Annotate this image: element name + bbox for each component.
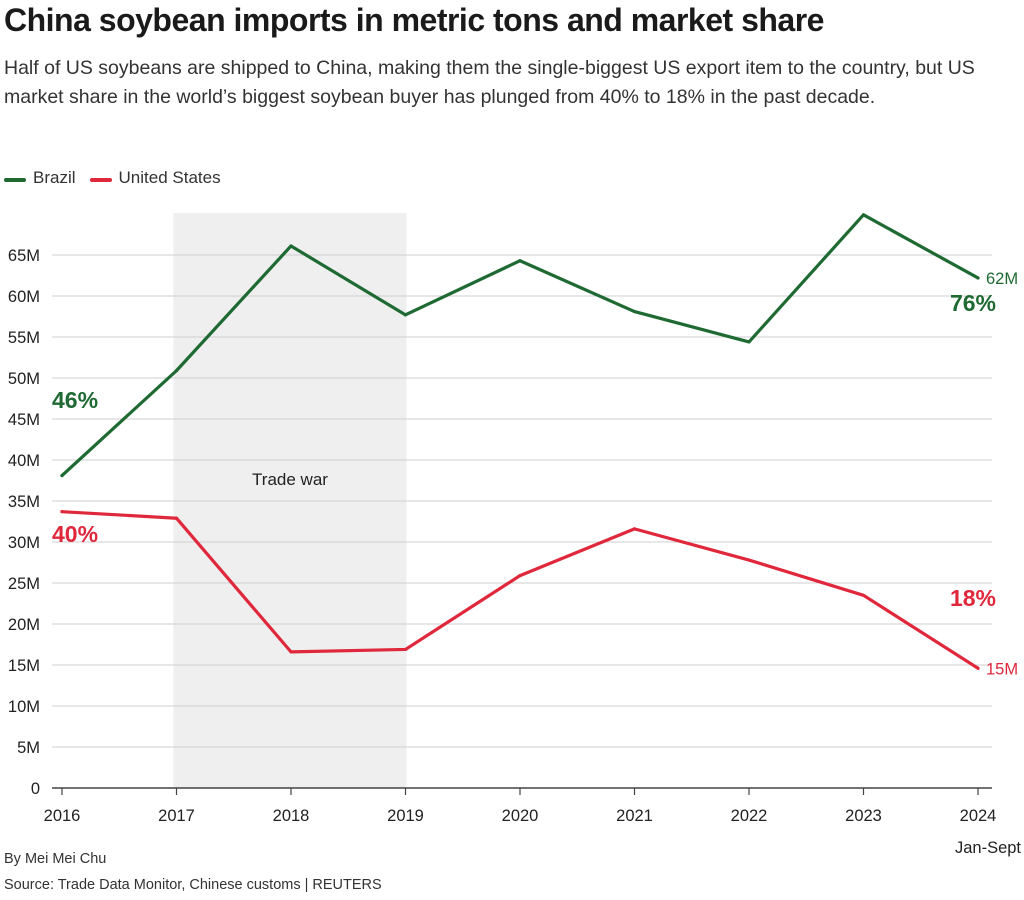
y-tick-label: 15M	[8, 657, 40, 675]
gridlines	[52, 254, 992, 748]
data-point-united-states	[60, 510, 64, 514]
x-tick-label: 2019	[387, 807, 424, 825]
source-note: Source: Trade Data Monitor, Chinese cust…	[4, 877, 382, 893]
legend-item-brazil: Brazil	[4, 168, 76, 188]
end-value-label-united-states: 15M	[986, 660, 1018, 678]
data-point-united-states	[747, 558, 751, 562]
trade-war-label: Trade war	[252, 470, 328, 489]
series-lines	[60, 213, 980, 670]
x-tick-sublabel: Jan-Sept	[955, 839, 1021, 857]
share-label-brazil-start: 46%	[52, 387, 98, 413]
data-point-united-states	[632, 527, 637, 531]
legend-swatch-united-states	[89, 178, 112, 182]
y-tick-label: 50M	[8, 370, 40, 388]
data-point-brazil	[518, 259, 522, 263]
data-point-brazil	[403, 313, 408, 317]
annotation-labels: 62M 46% 76% 15M 40% 18%	[52, 270, 1018, 678]
x-tick-label: 2017	[158, 807, 195, 825]
legend-label-united-states: United States	[118, 168, 221, 187]
y-tick-label: 35M	[8, 493, 40, 511]
share-label-brazil-end: 76%	[950, 290, 996, 316]
x-axis: 2016 2017 2018 2019 2020 2021 2022 2023 2024 Jan-…	[44, 787, 1021, 857]
y-tick-label: 5M	[17, 739, 40, 757]
legend-swatch-brazil	[4, 178, 26, 182]
data-point-brazil	[289, 244, 293, 248]
data-point-united-states	[403, 647, 408, 652]
data-point-brazil	[747, 340, 751, 344]
x-tick-label: 2018	[273, 807, 310, 825]
data-point-brazil	[861, 213, 866, 217]
x-tick-label: 2023	[845, 807, 882, 825]
y-tick-label: 25M	[8, 575, 40, 593]
data-point-brazil	[976, 276, 980, 280]
data-point-brazil	[632, 309, 637, 314]
y-axis-ticks: 0 5M 10M 15M 20M 25M 30M 35M 40M 45M 50M 55M 60M 65M	[8, 247, 40, 798]
chart-subtitle: Half of US soybeans are shipped to China…	[4, 57, 975, 108]
y-tick-label: 65M	[8, 247, 40, 265]
share-label-united-states-start: 40%	[52, 521, 98, 547]
y-tick-label: 60M	[8, 288, 40, 306]
data-point-brazil	[174, 369, 179, 373]
y-tick-label: 10M	[8, 698, 40, 716]
x-tick-label: 2021	[616, 807, 653, 825]
legend: Brazil United States	[4, 168, 235, 188]
y-tick-label: 45M	[8, 411, 40, 429]
x-tick-label: 2024	[960, 807, 997, 825]
data-point-brazil	[60, 473, 64, 478]
data-point-united-states	[518, 574, 522, 578]
legend-item-united-states: United States	[89, 168, 221, 188]
data-point-united-states	[289, 650, 293, 654]
byline: By Mei Mei Chu	[4, 851, 107, 867]
data-point-united-states	[861, 593, 866, 597]
x-tick-label: 2016	[44, 807, 81, 825]
legend-label-brazil: Brazil	[33, 168, 76, 187]
y-tick-label: 20M	[8, 616, 40, 634]
chart-title: China soybean imports in metric tons and…	[4, 2, 824, 38]
y-tick-label: 30M	[8, 534, 40, 552]
y-tick-label: 40M	[8, 452, 40, 470]
y-tick-label: 55M	[8, 329, 40, 347]
data-point-united-states	[976, 666, 980, 670]
y-tick-label: 0	[31, 780, 40, 798]
x-tick-label: 2020	[502, 807, 539, 825]
end-value-label-brazil: 62M	[986, 270, 1018, 288]
data-point-united-states	[174, 516, 179, 520]
share-label-united-states-end: 18%	[950, 585, 996, 611]
x-tick-label: 2022	[731, 807, 768, 825]
